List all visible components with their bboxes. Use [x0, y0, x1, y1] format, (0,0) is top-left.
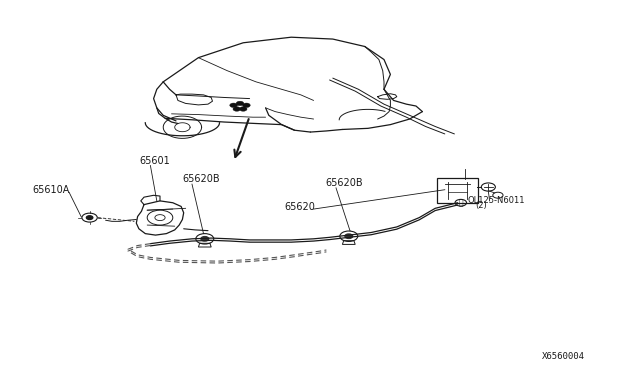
Text: 65620B: 65620B: [325, 178, 363, 188]
Text: 65601: 65601: [140, 155, 170, 166]
Circle shape: [236, 101, 244, 106]
Text: (2): (2): [475, 201, 486, 210]
Circle shape: [243, 103, 250, 108]
Circle shape: [230, 103, 237, 108]
Circle shape: [233, 107, 241, 111]
Circle shape: [239, 107, 247, 111]
Text: OL125-N6011: OL125-N6011: [467, 196, 525, 205]
Circle shape: [201, 237, 209, 241]
Text: X6560004: X6560004: [541, 352, 585, 361]
Text: 65610A: 65610A: [32, 185, 69, 195]
Circle shape: [86, 216, 93, 219]
Text: 65620: 65620: [285, 202, 316, 212]
Text: ⑮: ⑮: [458, 198, 463, 207]
Circle shape: [345, 234, 353, 238]
Text: 65620B: 65620B: [182, 174, 220, 184]
